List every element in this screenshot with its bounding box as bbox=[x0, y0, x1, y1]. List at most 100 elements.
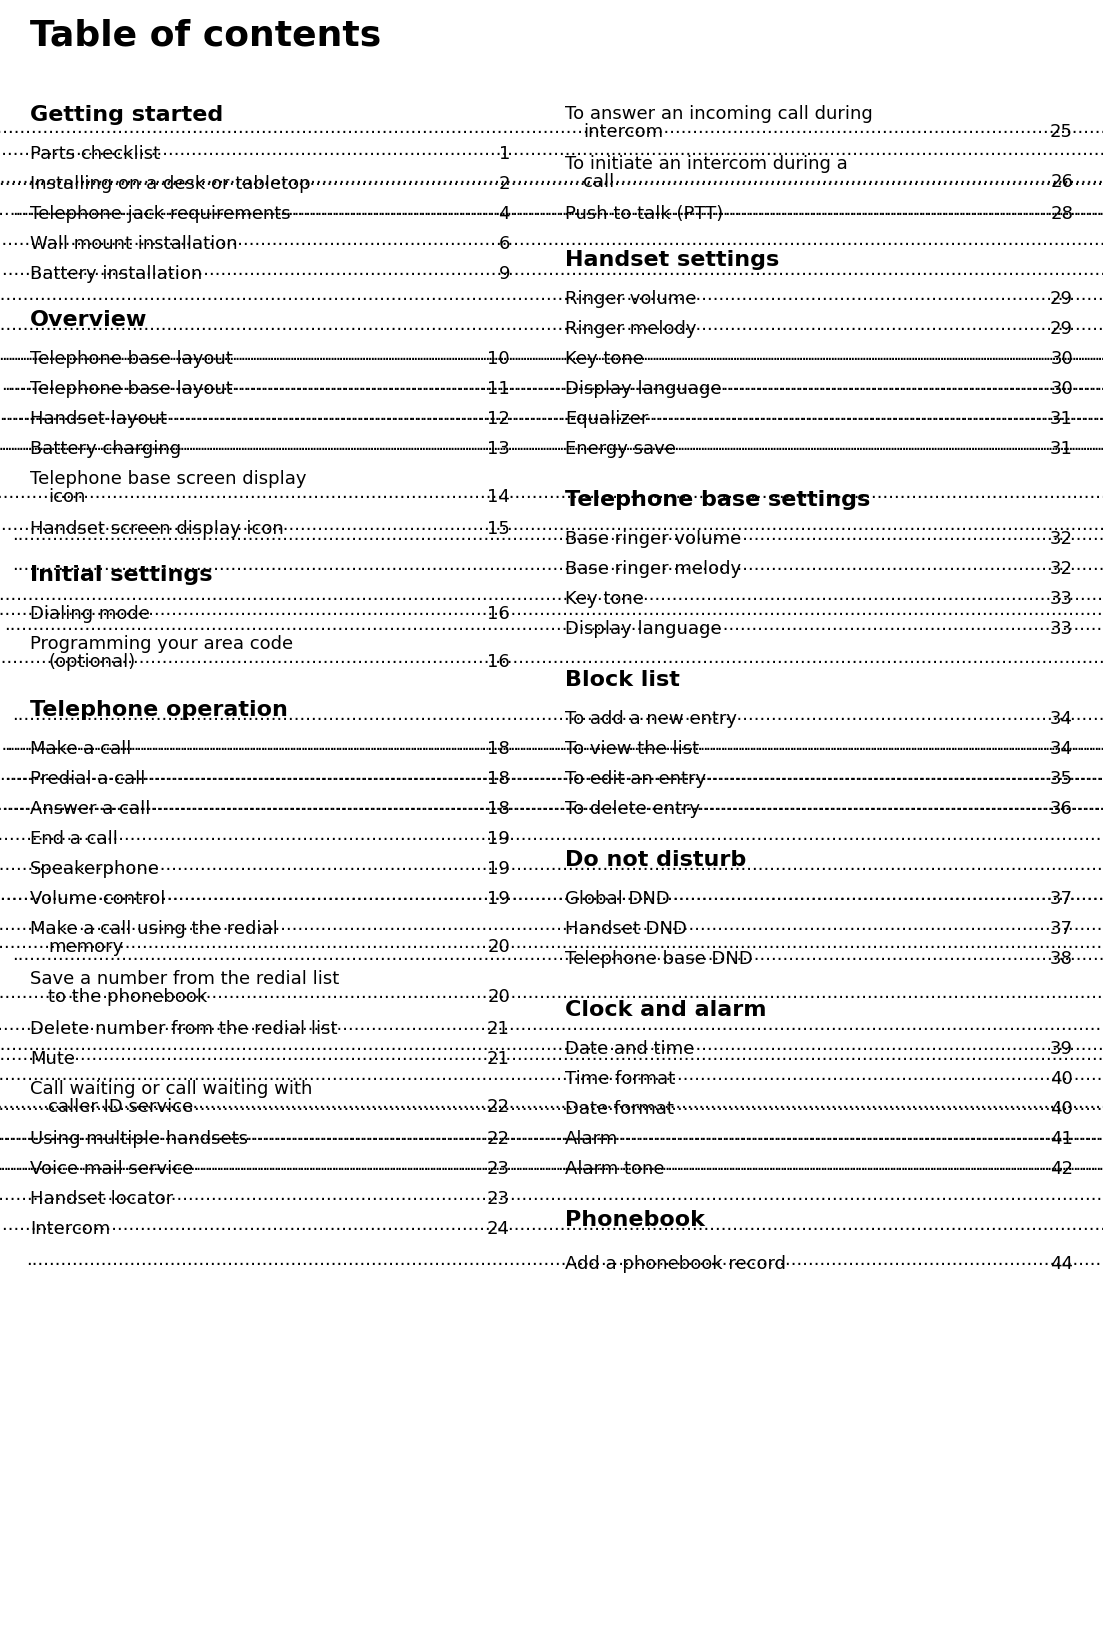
Text: ................................................................................: ........................................… bbox=[0, 231, 1103, 249]
Text: 34: 34 bbox=[1050, 710, 1073, 728]
Text: Telephone base layout: Telephone base layout bbox=[30, 379, 233, 397]
Text: Alarm tone: Alarm tone bbox=[565, 1161, 664, 1179]
Text: 2: 2 bbox=[499, 174, 510, 194]
Text: Ringer melody: Ringer melody bbox=[565, 321, 696, 339]
Text: ................................................................................: ........................................… bbox=[0, 345, 1103, 363]
Text: Add a phonebook record: Add a phonebook record bbox=[565, 1255, 786, 1273]
Text: 30: 30 bbox=[1050, 379, 1073, 397]
Text: Using multiple handsets: Using multiple handsets bbox=[30, 1130, 248, 1148]
Text: Answer a call: Answer a call bbox=[30, 799, 150, 817]
Text: Phonebook: Phonebook bbox=[565, 1210, 705, 1231]
Text: 29: 29 bbox=[1050, 290, 1073, 308]
Text: ................................................................................: ........................................… bbox=[4, 736, 1103, 754]
Text: Overview: Overview bbox=[30, 309, 148, 330]
Text: ................................................................................: ........................................… bbox=[0, 650, 1103, 667]
Text: ................................................................................: ........................................… bbox=[0, 1096, 1103, 1114]
Text: Base ringer volume: Base ringer volume bbox=[565, 531, 741, 549]
Text: 14: 14 bbox=[488, 488, 510, 506]
Text: Handset layout: Handset layout bbox=[30, 410, 167, 428]
Text: Table of contents: Table of contents bbox=[30, 18, 382, 52]
Text: icon: icon bbox=[49, 488, 85, 506]
Text: 16: 16 bbox=[488, 653, 510, 671]
Text: Battery installation: Battery installation bbox=[30, 265, 202, 283]
Text: 39: 39 bbox=[1050, 1040, 1073, 1058]
Text: ................................................................................: ........................................… bbox=[0, 765, 1103, 783]
Text: 13: 13 bbox=[488, 440, 510, 457]
Text: Handset locator: Handset locator bbox=[30, 1190, 173, 1208]
Text: 26: 26 bbox=[1050, 173, 1073, 190]
Text: 28: 28 bbox=[1050, 205, 1073, 223]
Text: 12: 12 bbox=[488, 410, 510, 428]
Text: ................................................................................: ........................................… bbox=[0, 856, 1103, 874]
Text: ................................................................................: ........................................… bbox=[12, 946, 1103, 964]
Text: 18: 18 bbox=[488, 799, 510, 817]
Text: 9: 9 bbox=[499, 265, 510, 283]
Text: ................................................................................: ........................................… bbox=[0, 484, 1103, 501]
Text: ................................................................................: ........................................… bbox=[0, 1185, 1103, 1203]
Text: Push to talk (PTT): Push to talk (PTT) bbox=[565, 205, 724, 223]
Text: ................................................................................: ........................................… bbox=[12, 526, 1103, 544]
Text: ................................................................................: ........................................… bbox=[0, 934, 1103, 952]
Text: 36: 36 bbox=[1050, 799, 1073, 817]
Text: ................................................................................: ........................................… bbox=[0, 1156, 1103, 1174]
Text: Clock and alarm: Clock and alarm bbox=[565, 1000, 767, 1021]
Text: 44: 44 bbox=[1050, 1255, 1073, 1273]
Text: To view the list: To view the list bbox=[565, 741, 699, 759]
Text: Voice mail service: Voice mail service bbox=[30, 1161, 193, 1179]
Text: Programming your area code: Programming your area code bbox=[30, 635, 293, 653]
Text: 33: 33 bbox=[1050, 620, 1073, 638]
Text: Telephone base screen display: Telephone base screen display bbox=[30, 470, 307, 488]
Text: 18: 18 bbox=[488, 741, 510, 759]
Text: ................................................................................: ........................................… bbox=[0, 886, 1103, 904]
Text: 37: 37 bbox=[1050, 920, 1073, 938]
Text: 21: 21 bbox=[488, 1050, 510, 1068]
Text: Date and time: Date and time bbox=[565, 1040, 694, 1058]
Text: Telephone base layout: Telephone base layout bbox=[30, 350, 233, 368]
Text: Installing on a desk or tabletop: Installing on a desk or tabletop bbox=[30, 174, 311, 194]
Text: Predial a call: Predial a call bbox=[30, 770, 146, 788]
Text: 34: 34 bbox=[1050, 741, 1073, 759]
Text: 30: 30 bbox=[1050, 350, 1073, 368]
Text: ................................................................................: ........................................… bbox=[0, 1125, 1103, 1144]
Text: 10: 10 bbox=[488, 350, 510, 368]
Text: 23: 23 bbox=[488, 1190, 510, 1208]
Text: to the phonebook: to the phonebook bbox=[49, 988, 207, 1006]
Text: Do not disturb: Do not disturb bbox=[565, 850, 747, 869]
Text: 22: 22 bbox=[488, 1130, 510, 1148]
Text: Handset settings: Handset settings bbox=[565, 251, 779, 270]
Text: 24: 24 bbox=[488, 1219, 510, 1237]
Text: Equalizer: Equalizer bbox=[565, 410, 649, 428]
Text: Intercom: Intercom bbox=[30, 1219, 110, 1237]
Text: 19: 19 bbox=[488, 830, 510, 848]
Text: ................................................................................: ........................................… bbox=[0, 1045, 1103, 1063]
Text: ................................................................................: ........................................… bbox=[0, 260, 1103, 278]
Text: ................................................................................: ........................................… bbox=[0, 825, 1103, 843]
Text: ................................................................................: ........................................… bbox=[0, 1216, 1103, 1234]
Text: To add a new entry: To add a new entry bbox=[565, 710, 737, 728]
Text: Parts checklist: Parts checklist bbox=[30, 145, 160, 163]
Text: Key tone: Key tone bbox=[565, 350, 644, 368]
Text: 33: 33 bbox=[1050, 589, 1073, 607]
Text: ................................................................................: ........................................… bbox=[0, 601, 1103, 619]
Text: Key tone: Key tone bbox=[565, 589, 644, 607]
Text: ................................................................................: ........................................… bbox=[0, 287, 1103, 304]
Text: Telephone base settings: Telephone base settings bbox=[565, 490, 870, 510]
Text: ................................................................................: ........................................… bbox=[0, 376, 1103, 394]
Text: ................................................................................: ........................................… bbox=[0, 1016, 1103, 1034]
Text: 11: 11 bbox=[488, 379, 510, 397]
Text: Delete number from the redial list: Delete number from the redial list bbox=[30, 1021, 338, 1039]
Text: 19: 19 bbox=[488, 891, 510, 908]
Text: ................................................................................: ........................................… bbox=[0, 1094, 1103, 1112]
Text: 23: 23 bbox=[488, 1161, 510, 1179]
Text: Call waiting or call waiting with: Call waiting or call waiting with bbox=[30, 1079, 312, 1097]
Text: To edit an entry: To edit an entry bbox=[565, 770, 706, 788]
Text: Base ringer melody: Base ringer melody bbox=[565, 560, 741, 578]
Text: 22: 22 bbox=[488, 1099, 510, 1117]
Text: ................................................................................: ........................................… bbox=[1, 796, 1103, 814]
Text: ................................................................................: ........................................… bbox=[12, 555, 1103, 573]
Text: Energy save: Energy save bbox=[565, 440, 676, 457]
Text: Telephone base DND: Telephone base DND bbox=[565, 951, 752, 969]
Text: To answer an incoming call during: To answer an incoming call during bbox=[565, 104, 872, 124]
Text: 40: 40 bbox=[1050, 1070, 1073, 1088]
Text: ................................................................................: ........................................… bbox=[0, 1035, 1103, 1053]
